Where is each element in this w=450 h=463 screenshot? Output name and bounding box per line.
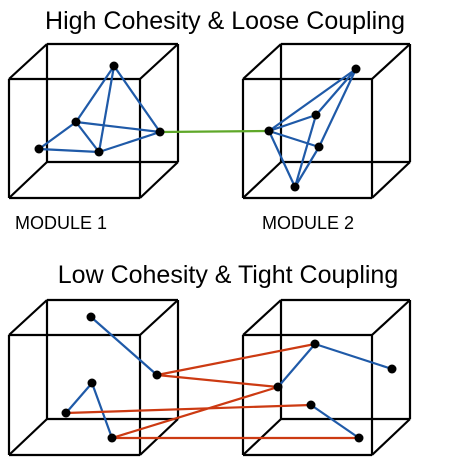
node bbox=[310, 339, 320, 349]
module-1-nodes bbox=[34, 61, 165, 157]
node bbox=[152, 370, 162, 380]
bottom-left-nodes bbox=[61, 312, 162, 443]
node bbox=[107, 433, 117, 443]
module-2-links bbox=[268, 68, 357, 188]
node bbox=[264, 126, 274, 136]
node bbox=[86, 312, 96, 322]
node bbox=[61, 408, 71, 418]
node bbox=[273, 382, 283, 392]
node bbox=[34, 144, 44, 154]
node bbox=[87, 378, 97, 388]
bottom-right-cube bbox=[241, 298, 412, 457]
bottom-left-cube bbox=[7, 298, 180, 457]
module-2-label: MODULE 2 bbox=[262, 213, 354, 233]
node bbox=[290, 182, 300, 192]
module-1-links bbox=[38, 65, 161, 154]
module-2-nodes bbox=[264, 64, 361, 192]
top-title: High Cohesity & Loose Coupling bbox=[45, 7, 405, 35]
node bbox=[94, 147, 104, 157]
module-1-label: MODULE 1 bbox=[15, 213, 107, 233]
module-2-cube bbox=[241, 42, 412, 200]
node bbox=[387, 364, 397, 374]
loose-coupling-link bbox=[159, 129, 270, 134]
bottom-intra-links bbox=[65, 316, 393, 439]
node bbox=[109, 61, 119, 71]
node bbox=[71, 117, 81, 127]
bottom-right-nodes bbox=[273, 339, 397, 443]
node bbox=[311, 110, 321, 120]
node bbox=[351, 64, 361, 74]
node bbox=[155, 127, 165, 137]
node bbox=[314, 142, 324, 152]
bottom-title: Low Cohesity & Tight Coupling bbox=[58, 261, 398, 289]
node bbox=[354, 433, 364, 443]
tight-coupling-links bbox=[65, 342, 359, 440]
node bbox=[306, 400, 316, 410]
